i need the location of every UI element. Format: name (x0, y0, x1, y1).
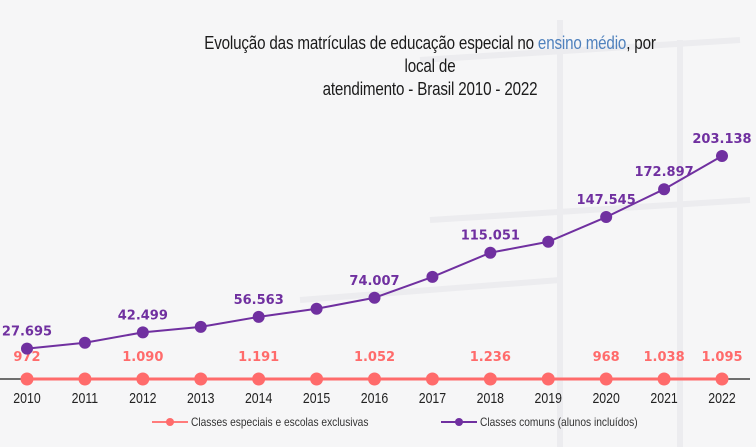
data-point-comuns (194, 320, 207, 333)
data-point-especiais (194, 372, 208, 386)
x-tick-label: 2011 (72, 390, 98, 406)
data-label-comuns: 56.563 (234, 293, 284, 308)
data-label-especiais: 1.236 (470, 350, 511, 365)
data-point-comuns (368, 291, 381, 304)
data-point-comuns (716, 150, 728, 162)
data-point-comuns (658, 183, 671, 196)
data-label-especiais: 968 (593, 350, 620, 365)
data-point-comuns (542, 235, 555, 248)
data-label-especiais: 1.090 (122, 350, 163, 365)
data-point-comuns (600, 211, 613, 224)
data-point-especiais (599, 372, 613, 386)
data-point-comuns (136, 326, 149, 339)
data-label-comuns: 42.499 (118, 308, 168, 323)
x-tick-label: 2015 (303, 390, 330, 406)
data-label-especiais: 1.191 (238, 350, 279, 365)
x-tick-label: 2022 (708, 390, 735, 406)
data-point-especiais (252, 372, 266, 386)
data-point-especiais (20, 372, 34, 386)
data-point-especiais (78, 372, 92, 386)
x-tick-label: 2018 (477, 390, 504, 406)
x-tick-label: 2017 (419, 390, 446, 406)
data-label-especiais: 972 (13, 350, 40, 365)
data-point-especiais (368, 372, 381, 386)
data-point-comuns (310, 302, 323, 315)
x-tick-label: 2014 (245, 390, 273, 406)
data-point-especiais (136, 372, 150, 386)
data-label-comuns: 115.051 (461, 229, 520, 244)
legend: Classes especiais e escolas exclusivas C… (0, 413, 756, 433)
data-label-especiais: 1.095 (701, 350, 742, 365)
x-tick-label: 2021 (650, 390, 677, 406)
x-tick-label: 2016 (361, 390, 388, 406)
data-point-comuns (21, 342, 33, 355)
data-label-especiais: 1.052 (354, 350, 395, 365)
data-point-comuns (484, 246, 497, 259)
data-point-especiais (483, 372, 497, 386)
data-label-comuns: 27.695 (2, 325, 52, 340)
x-tick-label: 2010 (13, 390, 40, 406)
x-tick-label: 2020 (592, 390, 619, 406)
chart-title: Evolução das matrículas de educação espe… (192, 31, 668, 100)
legend-label-especiais: Classes especiais e escolas exclusivas (191, 415, 369, 429)
data-point-comuns (78, 336, 91, 349)
title-part1: Evolução das matrículas de educação espe… (204, 32, 538, 53)
data-point-especiais (541, 372, 555, 386)
data-point-comuns (252, 310, 265, 323)
data-label-comuns: 74.007 (349, 274, 399, 289)
data-label-especiais: 1.038 (644, 350, 685, 365)
data-point-especiais (657, 372, 671, 386)
x-tick-label: 2012 (129, 390, 156, 406)
data-point-especiais (310, 372, 324, 386)
legend-item-comuns: Classes comuns (alunos incluídos) (441, 415, 665, 429)
title-part2: , por local de (404, 32, 656, 76)
legend-swatch-especiais (152, 417, 188, 427)
title-line2: atendimento - Brasil 2010 - 2022 (322, 78, 538, 99)
data-label-comuns: 172.897 (634, 165, 693, 180)
data-point-especiais (425, 372, 439, 386)
x-tick-label: 2019 (535, 390, 562, 406)
legend-swatch-comuns (441, 417, 477, 427)
x-tick-label: 2013 (187, 390, 214, 406)
data-label-comuns: 203.138 (692, 132, 751, 147)
legend-item-especiais: Classes especiais e escolas exclusivas (152, 415, 400, 429)
data-point-especiais (715, 372, 729, 386)
data-point-comuns (426, 270, 439, 283)
title-highlight: ensino médio (537, 32, 627, 53)
data-label-comuns: 147.545 (577, 193, 636, 208)
legend-label-comuns: Classes comuns (alunos incluídos) (480, 415, 638, 429)
